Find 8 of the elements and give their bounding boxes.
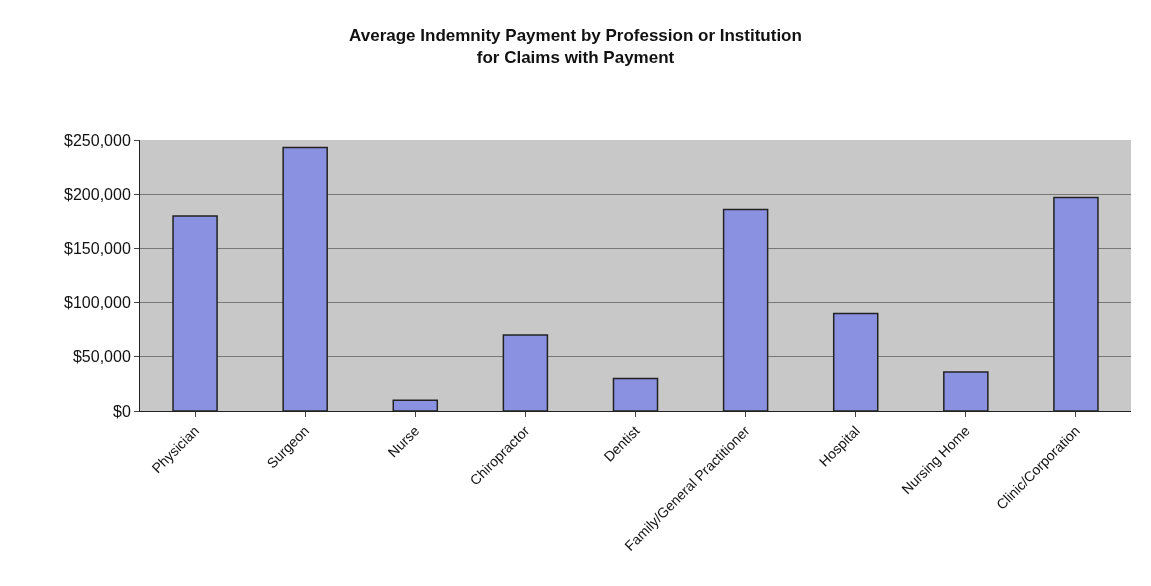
y-tick-label: $100,000 bbox=[64, 294, 131, 312]
chart-subtitle: for Claims with Payment bbox=[476, 48, 675, 68]
y-tick-label: $250,000 bbox=[64, 131, 131, 149]
y-tick-label: $50,000 bbox=[72, 348, 131, 366]
y-tick-label: $200,000 bbox=[64, 185, 131, 203]
y-tick-label: $150,000 bbox=[64, 240, 131, 257]
chart-title: Average Indemnity Payment by Profession or Institution bbox=[349, 26, 802, 46]
y-tick-label: $0 bbox=[113, 402, 131, 420]
